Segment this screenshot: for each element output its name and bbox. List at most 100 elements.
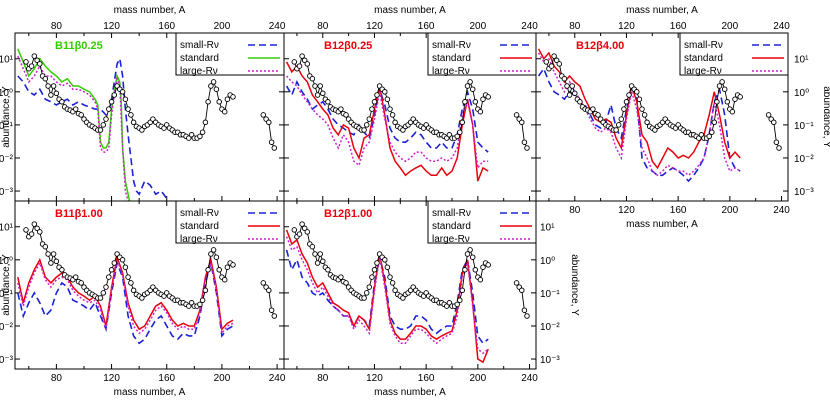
solar-point (317, 83, 323, 89)
y-tick-label-left: 10⁻¹ (0, 121, 14, 132)
x-axis-label-bottom: mass number, A (626, 219, 698, 230)
solar-point (139, 295, 145, 301)
y-tick-label-left: 10⁰ (0, 256, 13, 267)
solar-point (216, 267, 222, 273)
solar-point (634, 89, 640, 95)
solar-point (361, 127, 367, 133)
x-tick-label-top: 160 (418, 21, 435, 32)
x-axis-label-top: mass number, A (114, 5, 186, 16)
x-tick-label-top: 240 (521, 21, 538, 32)
solar-point (366, 284, 373, 290)
solar-point (139, 127, 145, 133)
solar-point (714, 99, 720, 105)
solar-point (312, 83, 318, 89)
x-tick-label-top: 200 (722, 21, 739, 32)
solar-point (382, 257, 388, 263)
series-line-2 (285, 236, 489, 355)
x-tick-label-bottom: 240 (269, 373, 286, 384)
panel-2: 80 120 160 200 240 mass number, A B12β0.25 smal… (283, 5, 538, 202)
solar-point (59, 99, 65, 105)
solar-point (230, 262, 236, 268)
solar-point (216, 99, 222, 105)
legend-label: standard (180, 221, 219, 232)
solar-point (765, 112, 772, 118)
solar-point (53, 90, 60, 97)
solar-point (125, 274, 131, 280)
solar-point (361, 295, 367, 301)
solar-point (122, 264, 129, 270)
solar-point (392, 119, 398, 126)
solar-point (572, 90, 578, 97)
solar-point (100, 290, 107, 296)
solar-point (652, 127, 658, 133)
solar-point (108, 99, 115, 105)
solar-point (266, 119, 272, 126)
legend-label: small-Rν (432, 208, 471, 219)
solar-point (389, 280, 396, 286)
x-tick-label-top: 160 (670, 21, 687, 32)
x-tick-label-bottom: 80 (569, 205, 581, 216)
solar-point (271, 313, 278, 319)
solar-point (623, 99, 630, 105)
solar-point (108, 267, 115, 273)
panel-title: B12β0.25 (324, 40, 372, 52)
solar-point (548, 63, 555, 69)
series-line-1 (17, 48, 131, 201)
y-tick-label-left: 10¹ (0, 223, 14, 234)
solar-point (464, 83, 471, 89)
panel-4: 80 120 160 200 240 10¹ 10⁰ 10⁻¹ 10⁻² 10⁻³ mass num… (0, 200, 286, 398)
solar-point (260, 280, 267, 286)
legend-box (427, 32, 537, 76)
series-line-0 (17, 56, 168, 199)
solar-point (268, 307, 275, 313)
x-tick-label-bottom: 120 (103, 373, 120, 384)
solar-point (53, 258, 60, 265)
y-tick-label-right: 10⁻² (794, 154, 814, 165)
legend-box (427, 200, 537, 244)
legend-box (175, 200, 285, 244)
y-tick-label-right: 10¹ (540, 223, 555, 234)
x-tick-label-top: 80 (569, 21, 581, 32)
solar-point (389, 112, 396, 118)
solar-point (45, 83, 51, 89)
solar-point (45, 251, 51, 257)
x-tick-label-top: 80 (317, 21, 329, 32)
solar-point (309, 75, 316, 82)
solar-point (524, 145, 530, 151)
solar-point (564, 83, 570, 89)
solar-point (469, 86, 476, 92)
solar-point (213, 86, 220, 92)
panel-title: B12β4.00 (576, 40, 624, 52)
legend-box (679, 32, 789, 76)
series-line-1 (285, 229, 489, 364)
solar-point (400, 295, 406, 301)
solar-point (382, 89, 388, 95)
solar-point (208, 251, 214, 257)
solar-point (72, 274, 79, 280)
y-tick-label-right: 10¹ (794, 55, 809, 66)
solar-point (268, 139, 275, 145)
solar-point (392, 287, 398, 294)
solar-point (771, 119, 777, 126)
panel-frame (535, 32, 789, 202)
solar-point (590, 106, 596, 112)
solar-point (384, 264, 391, 270)
legend-label: large-Rν (432, 66, 470, 77)
solar-point (34, 57, 40, 64)
series-line-2 (17, 55, 129, 201)
series-line-0 (285, 79, 489, 153)
solar-point (553, 57, 560, 64)
solar-point (618, 116, 625, 122)
solar-point (301, 57, 308, 64)
x-tick-label-bottom: 120 (366, 373, 383, 384)
y-tick-label-right: 10⁻¹ (540, 289, 560, 300)
solar-point (130, 287, 137, 294)
solar-point (464, 251, 471, 257)
series-line-1 (537, 48, 741, 170)
solar-point (485, 262, 491, 268)
solar-point (371, 267, 378, 273)
series-line-2 (17, 256, 234, 336)
x-tick-label-bottom: 160 (158, 373, 175, 384)
x-axis-label-bottom: mass number, A (374, 387, 446, 398)
solar-point (613, 127, 619, 133)
